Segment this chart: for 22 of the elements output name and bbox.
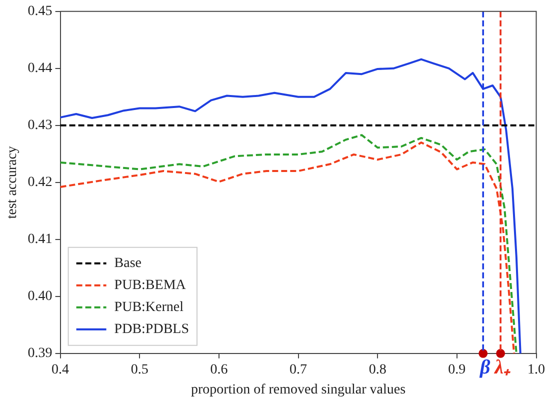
y-tick-label: 0.40 [28, 289, 52, 304]
x-tick-label: 0.7 [290, 362, 308, 378]
y-tick-label: 0.41 [28, 232, 52, 248]
x-tick-label: 0.8 [368, 362, 386, 378]
y-tick-label: 0.45 [28, 4, 52, 20]
legend-label: Base [114, 256, 142, 272]
x-tick-label: 0.9 [448, 362, 466, 378]
x-tick-label: 1.0 [528, 362, 545, 378]
x-tick-label: 0.6 [210, 362, 228, 378]
legend-label: PDB:PDBLS [114, 322, 190, 338]
legend-label: PUB:BEMA [114, 278, 187, 294]
y-tick-label: 0.42 [28, 175, 52, 190]
ref-line-label: β [478, 356, 491, 379]
y-tick-label: 0.43 [28, 118, 52, 134]
legend-label: PUB:Kernel [114, 300, 184, 316]
x-tick-label: 0.5 [130, 362, 148, 378]
x-axis-title: proportion of removed singular values [190, 382, 406, 398]
y-tick-label: 0.44 [28, 61, 52, 76]
y-tick-label: 0.39 [28, 346, 52, 362]
x-tick-label: 0.4 [52, 362, 70, 378]
ref-line-label: λ₊ [494, 356, 510, 379]
y-axis-title: test accuracy [5, 146, 20, 219]
